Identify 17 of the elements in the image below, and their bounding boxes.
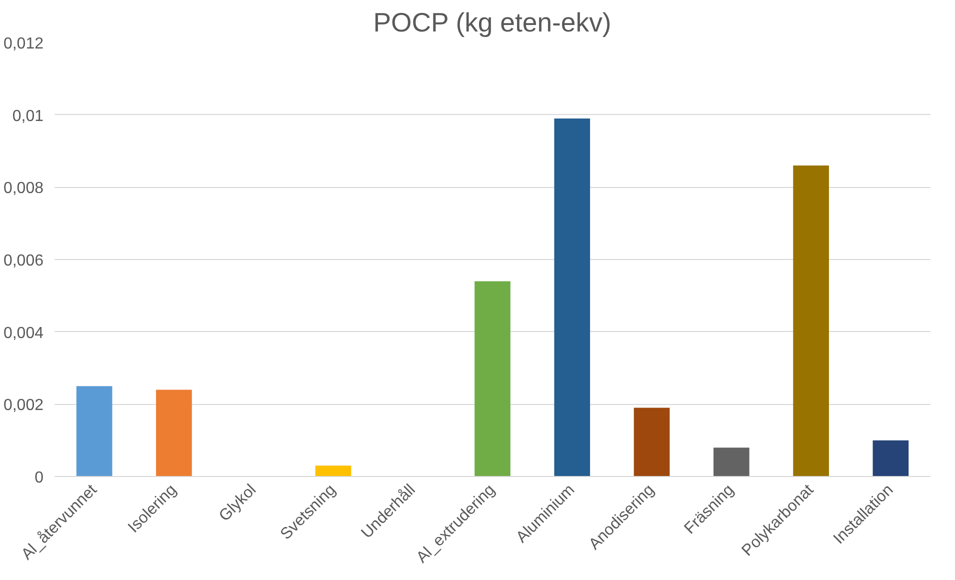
bar [156,390,192,476]
y-tick-label: 0,01 [12,108,44,125]
bar [713,448,750,476]
bar [315,466,352,476]
bar [793,165,829,476]
y-tick-label: 0,012 [3,36,44,52]
y-tick-label: 0,002 [3,397,44,414]
y-tick-label: 0,004 [3,324,44,342]
bar [474,281,510,476]
y-tick-label: 0,008 [3,180,44,198]
y-tick-label: 0,006 [3,252,44,270]
bar [76,386,112,476]
bar [634,408,670,476]
bar [872,440,909,476]
chart-title: POCP (kg eten-ekv) [373,8,612,38]
y-tick-label: 0 [34,470,44,486]
bar [554,118,590,476]
